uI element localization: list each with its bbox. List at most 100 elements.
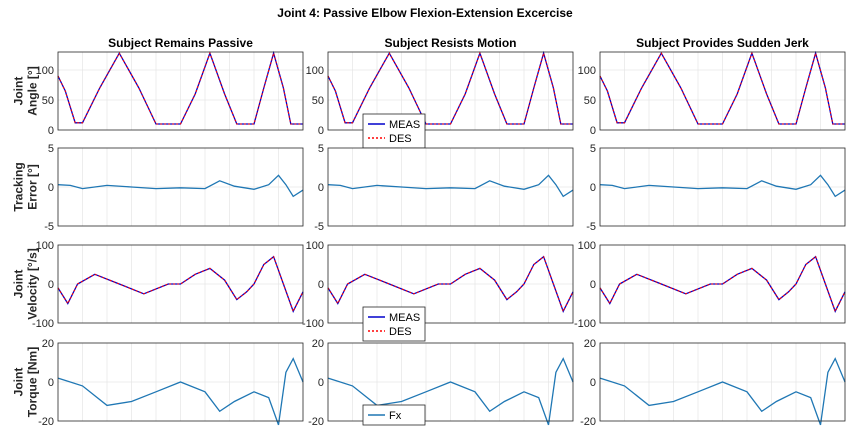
legend-box	[362, 404, 426, 426]
legend-label: MEAS	[389, 119, 420, 131]
row-ylabel: TrackingError [°]	[12, 162, 40, 211]
series-line	[327, 51, 573, 125]
y-tick-label: -20	[308, 416, 324, 428]
legend-label: Fx	[389, 410, 402, 422]
y-tick-label: -100	[32, 318, 54, 330]
legend: MEAS DES	[362, 113, 426, 149]
panel-frame	[599, 147, 846, 227]
y-tick-label: 100	[36, 240, 54, 252]
y-tick-label: 50	[584, 95, 596, 107]
y-tick-label: 0	[590, 279, 596, 291]
panel: -5 0 5	[586, 143, 846, 233]
y-tick-label: 100	[578, 65, 596, 77]
series-line	[57, 51, 303, 125]
y-tick-label: -100	[302, 318, 324, 330]
panel-column-title: Subject Remains Passive	[108, 36, 253, 50]
y-tick-label: 0	[48, 279, 54, 291]
legend: MEAS DES	[362, 306, 426, 342]
y-tick-label: 20	[584, 338, 596, 350]
panel: -20 0 20 Fx	[308, 338, 574, 428]
panel: 0 50 100	[36, 50, 304, 137]
y-tick-label: -20	[38, 416, 54, 428]
panel-frame	[599, 51, 846, 131]
y-tick-label: 100	[36, 65, 54, 77]
panel-frame	[327, 147, 574, 227]
y-tick-label: -5	[314, 221, 324, 233]
series-line	[57, 255, 304, 313]
panel: -5 0 5	[44, 143, 304, 233]
y-tick-label: 50	[42, 95, 54, 107]
legend-label: DES	[389, 133, 412, 145]
y-tick-label: 0	[318, 182, 324, 194]
series-line	[599, 357, 846, 426]
series-line	[57, 357, 304, 426]
panel: -5 0 5	[314, 143, 574, 233]
series-line	[327, 174, 574, 198]
row-ylabel-line: Joint	[12, 77, 26, 106]
panel: 0 50 100 MEAS DES	[306, 50, 574, 149]
panel-frame	[599, 244, 846, 324]
row-ylabel-line: Joint	[12, 270, 26, 299]
panel: -100 0 100 MEAS DES	[302, 240, 574, 342]
y-tick-label: 0	[590, 182, 596, 194]
y-tick-label: -5	[44, 221, 54, 233]
y-tick-label: 0	[590, 377, 596, 389]
y-tick-label: 100	[578, 240, 596, 252]
row-ylabel-line: Angle [°]	[25, 66, 39, 115]
y-tick-label: 0	[48, 182, 54, 194]
y-tick-label: 100	[306, 65, 324, 77]
panel: -100 0 100	[574, 240, 846, 330]
legend-box	[362, 306, 426, 342]
plot-grid: Subject Remains Passive Subject Resists M…	[12, 36, 846, 428]
panel-column-title: Subject Provides Sudden Jerk	[636, 36, 809, 50]
panel-frame	[57, 342, 304, 422]
row-ylabel: JointVelocity [°/s]	[12, 248, 40, 320]
legend-label: DES	[389, 326, 412, 338]
row-ylabel: JointTorque [Nm]	[12, 347, 40, 417]
row-ylabel-line: Torque [Nm]	[25, 347, 39, 417]
y-tick-label: 0	[48, 377, 54, 389]
y-tick-label: 20	[42, 338, 54, 350]
panel: -20 0 20	[580, 338, 846, 428]
y-tick-label: 100	[306, 240, 324, 252]
y-tick-label: 0	[48, 125, 54, 137]
panel-column-title: Subject Resists Motion	[384, 36, 516, 50]
series-line	[599, 51, 845, 125]
y-tick-label: -20	[580, 416, 596, 428]
row-ylabel-line: Joint	[12, 368, 26, 397]
y-tick-label: 0	[318, 125, 324, 137]
y-tick-label: -100	[574, 318, 596, 330]
panel: 0 50 100	[578, 50, 846, 137]
panel-frame	[57, 147, 304, 227]
y-tick-label: -5	[586, 221, 596, 233]
series-line	[327, 255, 574, 313]
y-tick-label: 5	[590, 143, 596, 155]
panel-frame	[327, 342, 574, 422]
legend: Fx	[362, 404, 426, 426]
series-line	[599, 174, 846, 198]
y-tick-label: 0	[318, 279, 324, 291]
panel-frame	[57, 51, 304, 131]
panel: -100 0 100	[32, 240, 304, 330]
y-tick-label: 20	[312, 338, 324, 350]
panel: -20 0 20	[38, 338, 304, 428]
legend-label: MEAS	[389, 312, 420, 324]
series-line	[327, 357, 574, 426]
legend-box	[362, 113, 426, 149]
y-tick-label: 5	[48, 143, 54, 155]
y-tick-label: 0	[590, 125, 596, 137]
panel-frame	[327, 244, 574, 324]
row-ylabel: JointAngle [°]	[12, 66, 40, 115]
series-line	[599, 255, 846, 313]
series-line	[57, 174, 304, 198]
panel-frame	[599, 342, 846, 422]
figure-title: Joint 4: Passive Elbow Flexion-Extension…	[277, 6, 573, 20]
panel-frame	[327, 51, 574, 131]
y-tick-label: 50	[312, 95, 324, 107]
panel-frame	[57, 244, 304, 324]
row-ylabel-line: Error [°]	[25, 164, 39, 209]
row-ylabel-line: Velocity [°/s]	[25, 248, 39, 320]
y-tick-label: 0	[318, 377, 324, 389]
y-tick-label: 5	[318, 143, 324, 155]
